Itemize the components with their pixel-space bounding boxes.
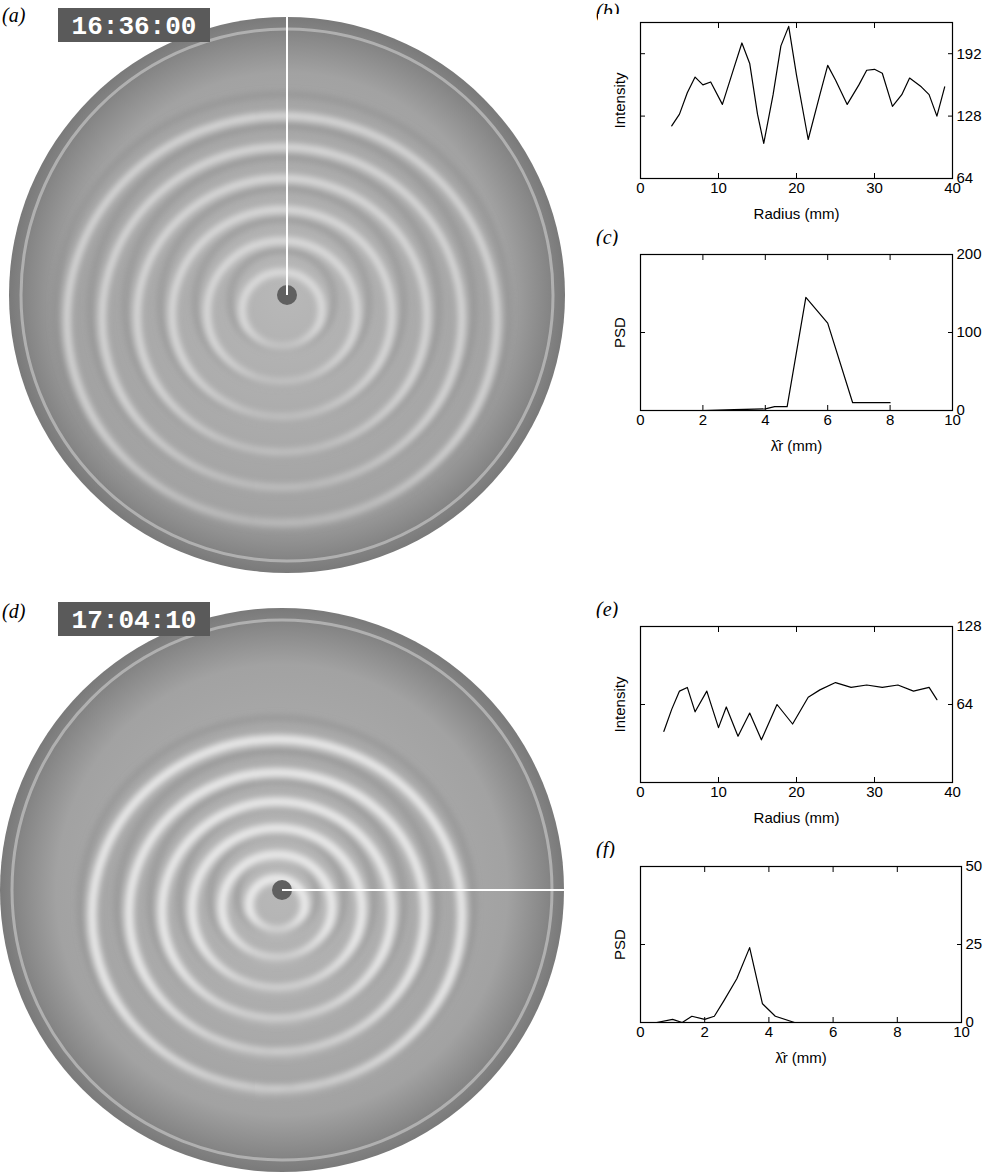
html-text:(b): (b) [596, 0, 620, 22]
svg-text:200: 200 [957, 245, 982, 262]
svg-text:128: 128 [957, 617, 982, 634]
svg-text:PSD: PSD [611, 929, 628, 960]
svg-text:(a): (a) [2, 4, 26, 27]
svg-text:50: 50 [966, 857, 983, 874]
svg-text:40: 40 [944, 179, 961, 197]
svg-text:6: 6 [829, 1023, 837, 1040]
svg-text:0: 0 [636, 179, 644, 196]
svg-text:4: 4 [765, 1023, 773, 1040]
svg-text:10: 10 [710, 179, 727, 196]
svg-text:17:04:10: 17:04:10 [72, 606, 197, 636]
svg-text:40: 40 [944, 783, 961, 800]
svg-text:PSD: PSD [611, 317, 628, 348]
svg-text:25: 25 [966, 935, 983, 952]
svg-text:4: 4 [761, 411, 769, 428]
svg-text:Intensity: Intensity [611, 72, 628, 128]
svg-text:100: 100 [957, 323, 982, 340]
svg-text:192: 192 [957, 45, 982, 62]
svg-text:Intensity: Intensity [611, 676, 628, 732]
svg-text:20: 20 [788, 783, 805, 800]
svg-text:64: 64 [957, 169, 974, 186]
svg-text:0: 0 [636, 783, 644, 800]
svg-text:0: 0 [957, 401, 965, 418]
svg-text:16:36:00: 16:36:00 [72, 12, 197, 42]
svg-text:10: 10 [953, 1023, 970, 1041]
svg-text:Radius (mm): Radius (mm) [754, 205, 840, 222]
svg-text:64: 64 [957, 695, 974, 712]
svg-text:(d): (d) [2, 600, 26, 623]
svg-text:0: 0 [966, 1013, 974, 1030]
svg-text:2: 2 [699, 411, 707, 428]
svg-text:0: 0 [636, 411, 644, 428]
svg-text:10: 10 [710, 783, 727, 800]
svg-text:8: 8 [886, 411, 894, 428]
svg-text:0: 0 [636, 1023, 644, 1040]
svg-text:30: 30 [866, 783, 883, 800]
svg-text:20: 20 [788, 179, 805, 196]
svg-text:λ̂r (mm): λ̂r (mm) [771, 437, 823, 454]
html-text:(c): (c) [596, 226, 619, 248]
html-text:(f): (f) [596, 838, 615, 860]
svg-text:10: 10 [944, 411, 961, 429]
svg-text:8: 8 [893, 1023, 901, 1040]
svg-text:128: 128 [957, 107, 982, 124]
svg-text:30: 30 [866, 179, 883, 196]
svg-text:2: 2 [701, 1023, 709, 1040]
svg-text:λ̂r (mm): λ̂r (mm) [775, 1049, 827, 1066]
svg-text:6: 6 [824, 411, 832, 428]
html-text:(e): (e) [596, 598, 619, 620]
svg-text:Radius (mm): Radius (mm) [754, 809, 840, 826]
